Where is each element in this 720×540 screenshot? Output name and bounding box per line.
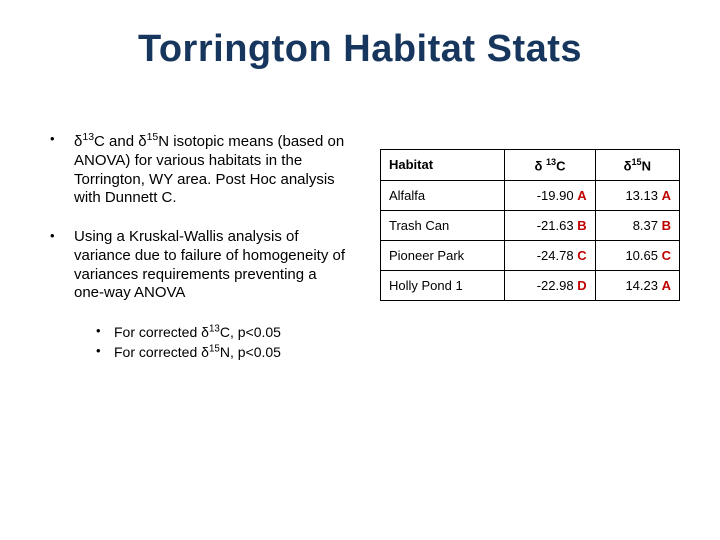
bullet-item: • Using a Kruskal-Wallis analysis of var… xyxy=(50,228,350,303)
col-d13c: δ 13C xyxy=(505,150,595,181)
stat-letter: A xyxy=(662,188,671,203)
cell-d13c: -21.63 B xyxy=(505,211,595,241)
bullet-dot-icon: • xyxy=(96,323,114,341)
superscript: 15 xyxy=(147,131,159,143)
bullet-text: For corrected δ15N, p<0.05 xyxy=(114,343,350,361)
text-fragment: C and δ xyxy=(94,133,147,150)
table-row: Trash Can-21.63 B8.37 B xyxy=(381,211,680,241)
cell-d15n: 8.37 B xyxy=(595,211,679,241)
col-habitat: Habitat xyxy=(381,150,505,181)
cell-d13c: -24.78 C xyxy=(505,241,595,271)
superscript: 13 xyxy=(209,323,220,334)
stat-letter: B xyxy=(662,218,671,233)
stat-letter: A xyxy=(577,188,586,203)
table-row: Pioneer Park-24.78 C10.65 C xyxy=(381,241,680,271)
text-fragment: For corrected δ xyxy=(114,344,209,360)
text-fragment: N xyxy=(642,158,651,173)
text-fragment: δ xyxy=(534,158,546,173)
text-fragment: C, p<0.05 xyxy=(220,324,281,340)
slide: Torrington Habitat Stats • δ13C and δ15N… xyxy=(0,0,720,540)
cell-habitat: Pioneer Park xyxy=(381,241,505,271)
bullet-dot-icon: • xyxy=(50,131,74,208)
table-row: Holly Pond 1-22.98 D14.23 A xyxy=(381,271,680,301)
sub-bullet-item: • For corrected δ15N, p<0.05 xyxy=(96,343,350,361)
cell-habitat: Alfalfa xyxy=(381,181,505,211)
superscript: 15 xyxy=(209,344,220,355)
superscript: 15 xyxy=(631,157,641,167)
cell-d15n: 14.23 A xyxy=(595,271,679,301)
stat-letter: B xyxy=(577,218,586,233)
superscript: 13 xyxy=(82,131,94,143)
text-fragment: C xyxy=(556,158,565,173)
cell-d15n: 10.65 C xyxy=(595,241,679,271)
bullet-item: • δ13C and δ15N isotopic means (based on… xyxy=(50,131,350,208)
bullet-text: For corrected δ13C, p<0.05 xyxy=(114,323,350,341)
stat-letter: A xyxy=(662,278,671,293)
text-fragment: For corrected δ xyxy=(114,324,209,340)
table-column: Habitat δ 13C δ15N Alfalfa-19.90 A13.13 … xyxy=(380,131,680,363)
superscript: 13 xyxy=(546,157,556,167)
table-body: Alfalfa-19.90 A13.13 ATrash Can-21.63 B8… xyxy=(381,181,680,301)
table-row: Alfalfa-19.90 A13.13 A xyxy=(381,181,680,211)
content-row: • δ13C and δ15N isotopic means (based on… xyxy=(40,131,680,363)
bullet-dot-icon: • xyxy=(96,343,114,361)
bullet-dot-icon: • xyxy=(50,228,74,303)
stat-letter: C xyxy=(662,248,671,263)
bullet-text: δ13C and δ15N isotopic means (based on A… xyxy=(74,131,350,208)
cell-d13c: -22.98 D xyxy=(505,271,595,301)
stat-letter: C xyxy=(577,248,586,263)
col-d15n: δ15N xyxy=(595,150,679,181)
bullet-text: Using a Kruskal-Wallis analysis of varia… xyxy=(74,228,350,303)
habitat-table: Habitat δ 13C δ15N Alfalfa-19.90 A13.13 … xyxy=(380,149,680,301)
cell-d13c: -19.90 A xyxy=(505,181,595,211)
cell-habitat: Trash Can xyxy=(381,211,505,241)
sub-bullet-item: • For corrected δ13C, p<0.05 xyxy=(96,323,350,341)
cell-d15n: 13.13 A xyxy=(595,181,679,211)
bullet-column: • δ13C and δ15N isotopic means (based on… xyxy=(40,131,350,363)
stat-letter: D xyxy=(577,278,586,293)
page-title: Torrington Habitat Stats xyxy=(40,28,680,71)
text-fragment: N, p<0.05 xyxy=(220,344,281,360)
cell-habitat: Holly Pond 1 xyxy=(381,271,505,301)
table-header-row: Habitat δ 13C δ15N xyxy=(381,150,680,181)
